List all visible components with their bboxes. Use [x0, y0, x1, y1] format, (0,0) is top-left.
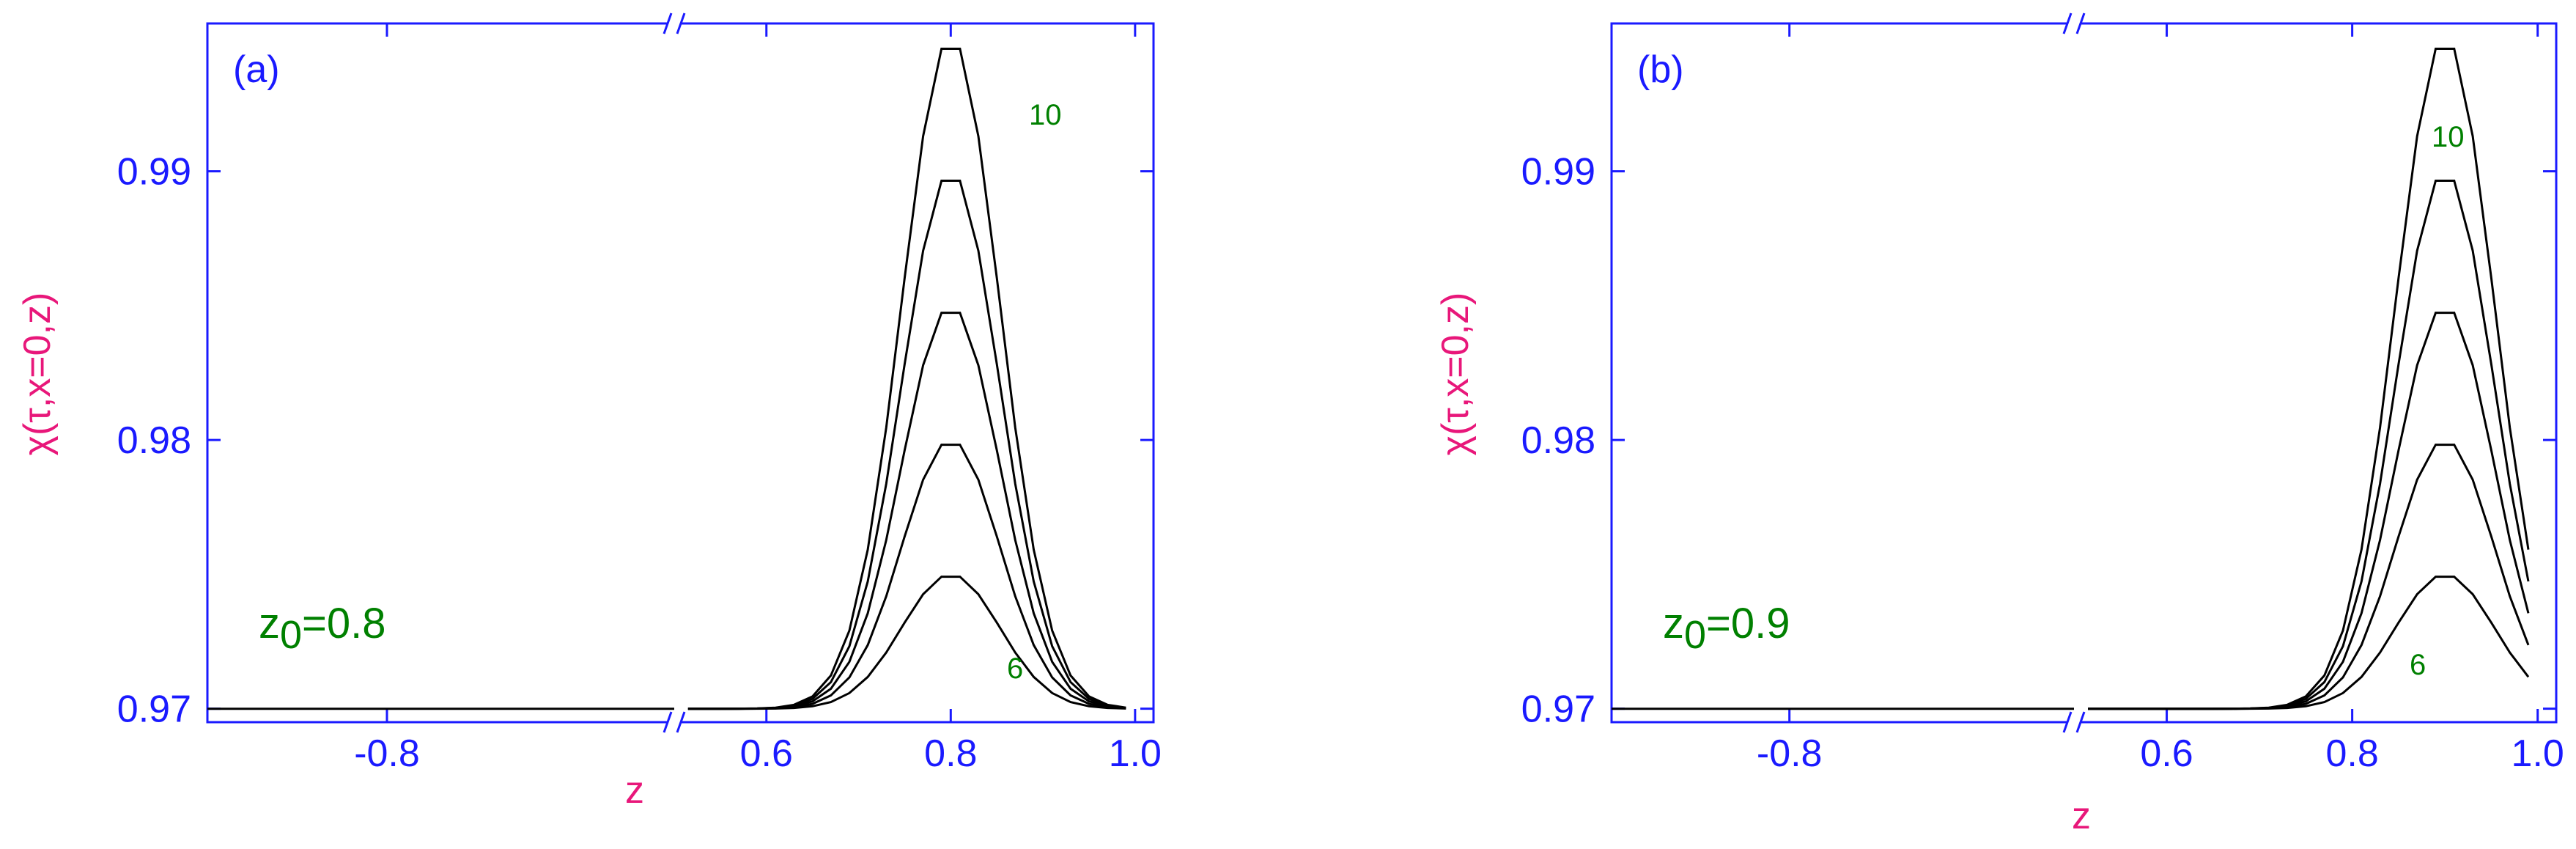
curve-label-top: 10: [1029, 99, 1062, 131]
curve-label-bottom: 6: [1007, 653, 1023, 685]
y-tick-label: 0.98: [117, 419, 191, 462]
series-line-3: [2088, 312, 2530, 710]
series-line-2: [687, 444, 1126, 710]
y-tick-label: 0.99: [1521, 151, 1595, 194]
series-line-5: [2088, 48, 2530, 710]
x-tick-label: 0.8: [2325, 732, 2378, 775]
y-axis-label: χ(τ,x=0,z): [16, 293, 59, 456]
series-line-1: [687, 576, 1126, 710]
series-line-2: [2088, 444, 2530, 710]
axis-break-mark: [2075, 711, 2086, 733]
axis-break-mark: [663, 711, 673, 733]
panel-b: 0.97 0.98 0.99 -0.8 0.6 0.8 1.0 z χ(τ,x=0,z) (b) 1…: [1434, 12, 2564, 837]
series-line-4: [2088, 180, 2530, 710]
x-tick-label: 0.8: [924, 732, 977, 775]
x-tick-label: 0.6: [740, 732, 793, 775]
x-tick-label: -0.8: [1757, 732, 1823, 775]
y-tick-label: 0.99: [117, 151, 191, 194]
x-tick-label: 1.0: [2512, 732, 2564, 775]
series-line-5: [687, 48, 1126, 710]
z0-annotation: z0=0.8: [259, 600, 386, 657]
x-tick-label: 0.6: [2140, 732, 2193, 775]
y-tick-label: 0.98: [1521, 419, 1595, 462]
x-axis-label: z: [2072, 795, 2091, 837]
plot-frame: [1610, 22, 2558, 724]
y-tick-label: 0.97: [117, 688, 191, 731]
x-tick-label: 1.0: [1109, 732, 1162, 775]
x-axis-label: z: [625, 769, 644, 812]
panel-label: (b): [1637, 48, 1684, 91]
curve-label-bottom: 6: [2410, 649, 2426, 681]
axis-break-mark: [2062, 711, 2073, 733]
z0-annotation: z0=0.9: [1663, 600, 1790, 657]
axis-break-mark: [676, 12, 686, 34]
series-line-1: [2088, 576, 2530, 710]
axis-break-mark: [676, 711, 686, 733]
axis-break-mark: [663, 12, 673, 34]
panel-label: (a): [233, 48, 280, 91]
axis-break-mark: [2062, 12, 2073, 34]
curve-label-top: 10: [2432, 121, 2465, 153]
axis-break-mark: [2075, 12, 2086, 34]
y-axis-label: χ(τ,x=0,z): [1434, 293, 1477, 456]
y-tick-label: 0.97: [1521, 688, 1595, 731]
x-tick-label: -0.8: [354, 732, 420, 775]
panel-a: 0.97 0.98 0.99 -0.8 0.6 0.8 1.0 z χ(τ,x=0,z) (a) 1…: [16, 12, 1162, 812]
